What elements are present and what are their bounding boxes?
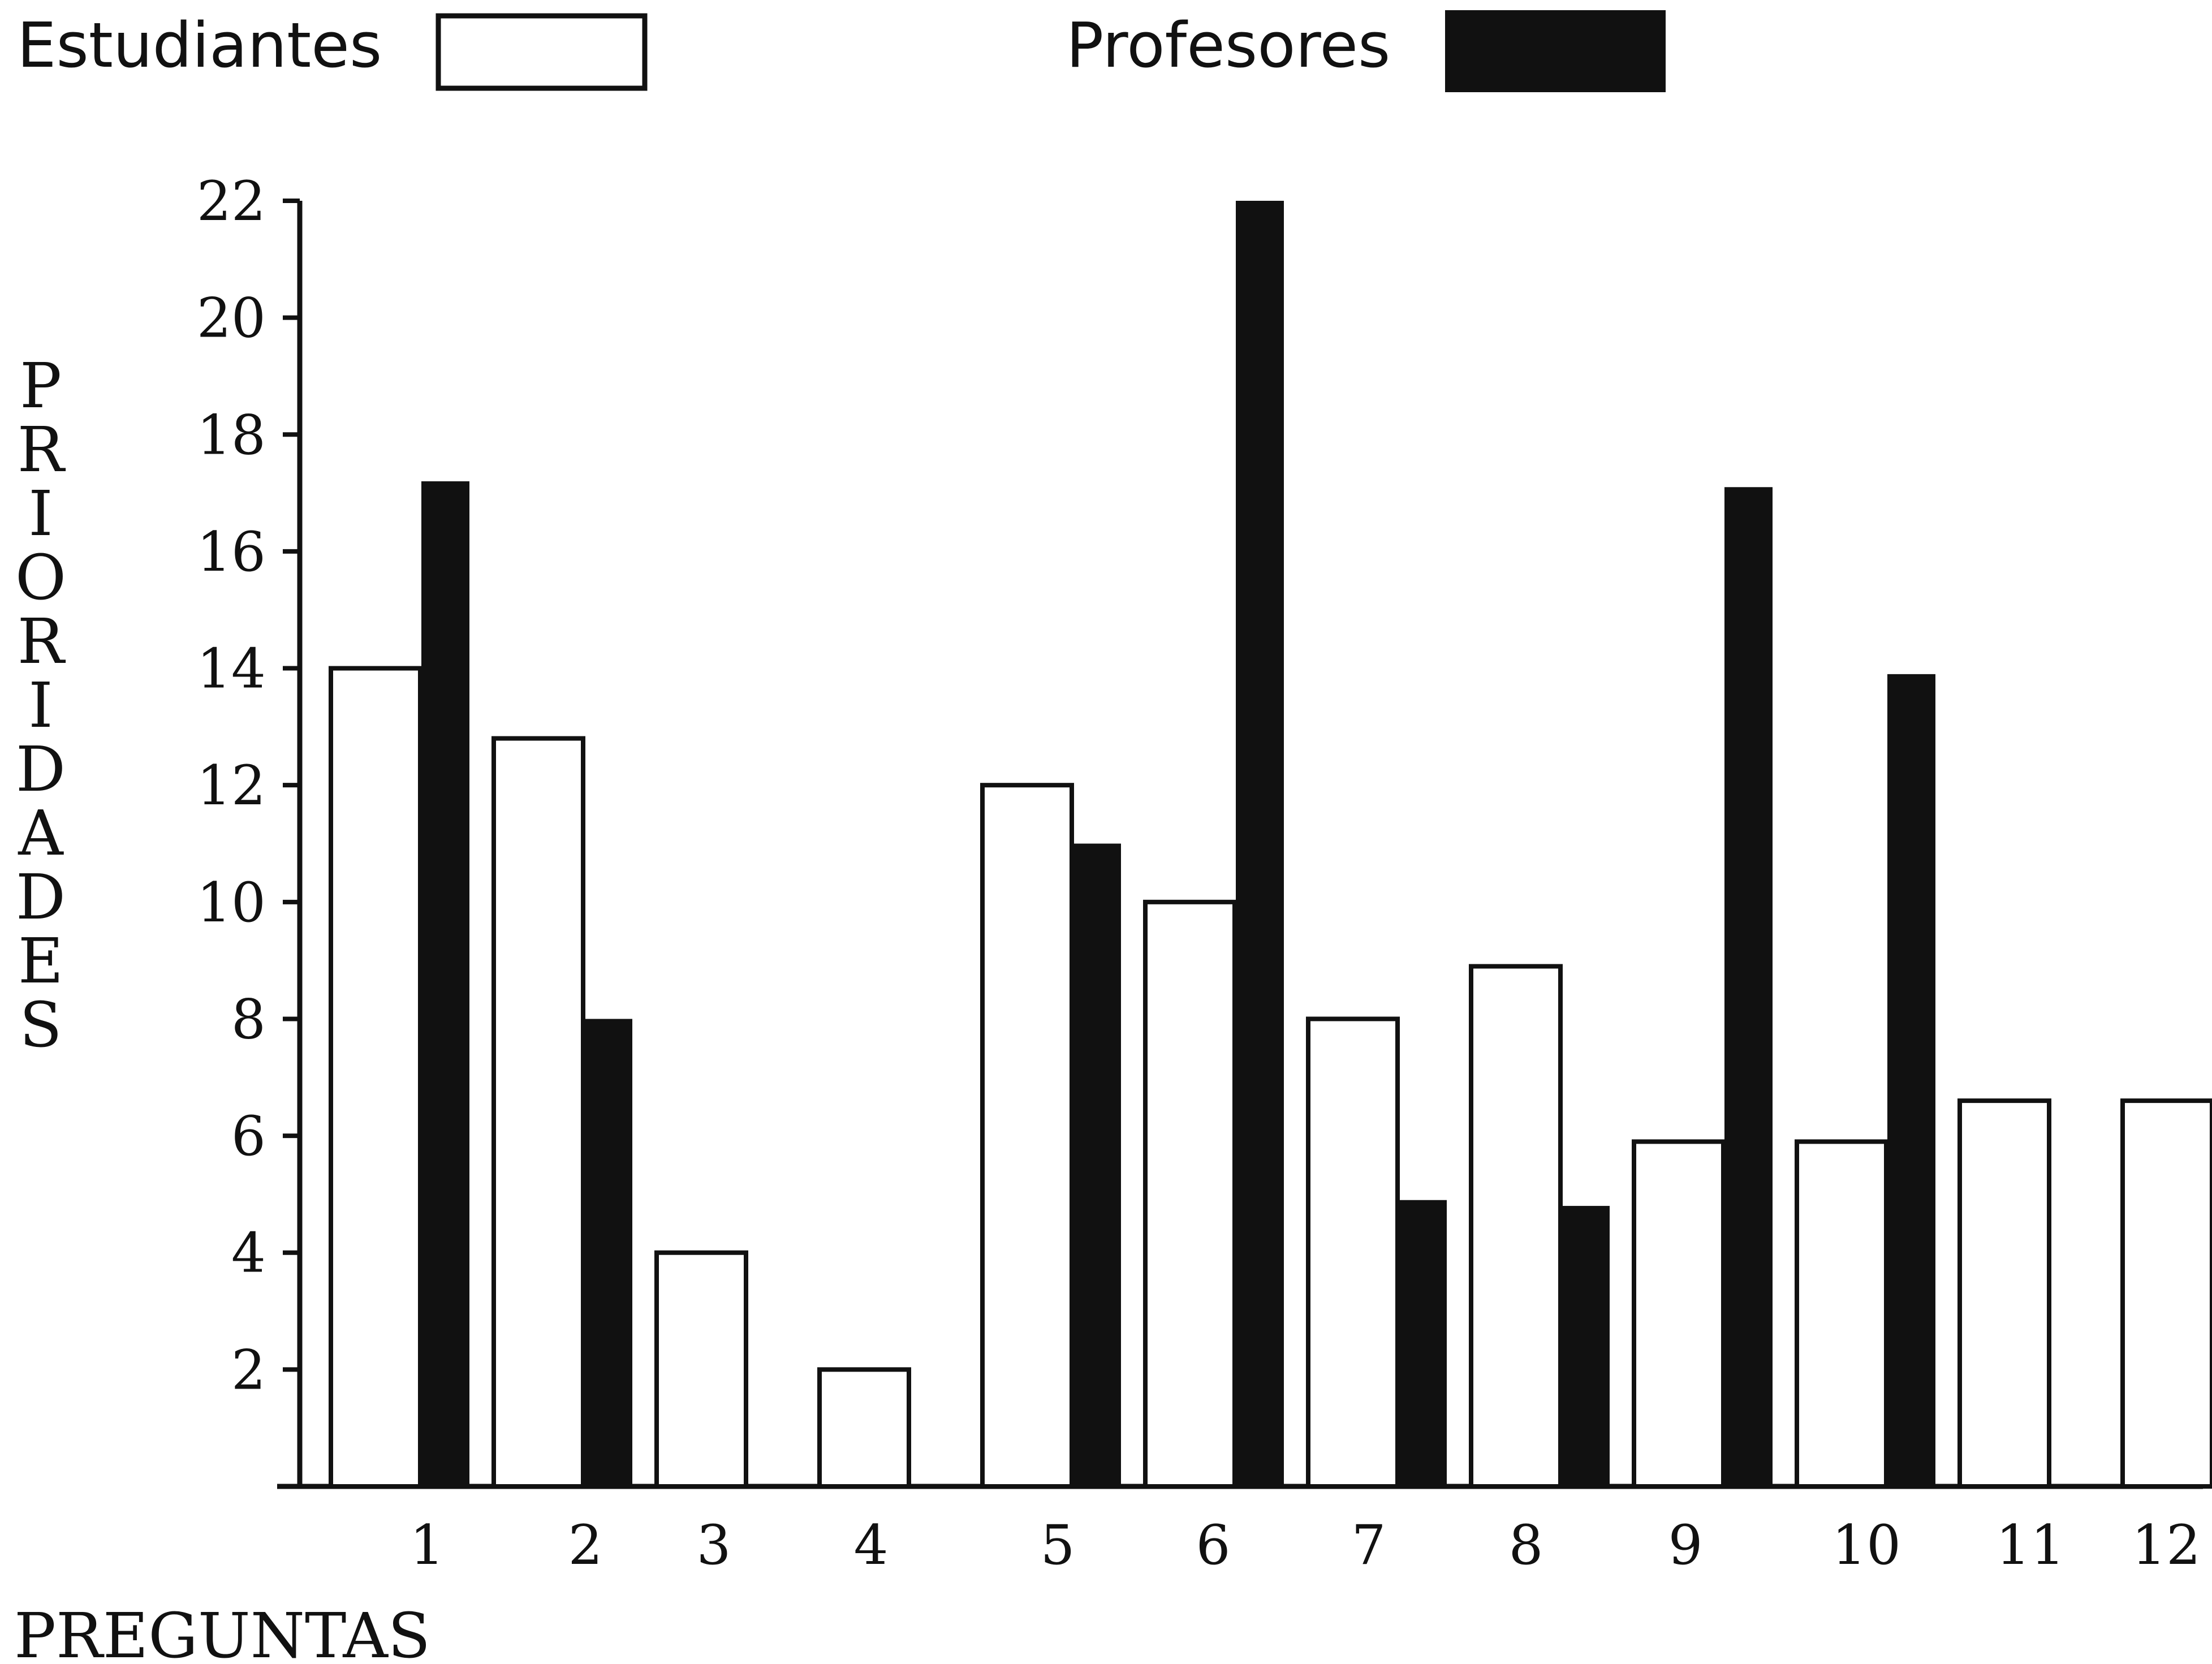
y-axis-label-letter: D <box>16 861 66 933</box>
x-axis-label: PREGUNTAS <box>14 1600 430 1664</box>
bar-estudiantes <box>2120 1098 2212 1489</box>
y-tick-label: 2 <box>231 1338 266 1402</box>
y-tick-label: 12 <box>197 754 266 817</box>
x-tick-label: 9 <box>1668 1514 1702 1577</box>
bar-profesores <box>584 1019 632 1486</box>
x-tick-label: 3 <box>696 1514 731 1577</box>
y-axis-label-letter: I <box>28 477 53 550</box>
y-axis-label-letter: R <box>18 413 66 486</box>
y-tick-label: 14 <box>197 637 266 701</box>
bar-estudiantes <box>1469 964 1563 1489</box>
legend-swatch-estudiantes <box>435 13 648 91</box>
x-tick-label: 5 <box>1040 1514 1075 1577</box>
bar-estudiantes <box>654 1250 748 1489</box>
x-tick-label: 6 <box>1196 1514 1230 1577</box>
bar-profesores <box>1073 843 1121 1486</box>
y-tick-label: 20 <box>197 287 266 350</box>
y-tick-label: 22 <box>197 170 266 233</box>
bar-estudiantes <box>1795 1139 1888 1489</box>
y-axis-label-letter: I <box>28 669 53 742</box>
x-tick-label: 2 <box>568 1514 602 1577</box>
bar-estudiantes <box>1143 899 1237 1489</box>
bar-profesores <box>1562 1206 1610 1486</box>
x-tick-label: 11 <box>1996 1514 2065 1577</box>
y-axis-ticks: 2 4 6 8 10 12 14 16 18 20 22 <box>197 170 300 1402</box>
x-tick-label: 1 <box>409 1514 444 1577</box>
y-tick-label: 10 <box>197 871 266 934</box>
bar-estudiantes <box>1306 1016 1400 1489</box>
bar-profesores <box>421 481 469 1486</box>
bar-profesores <box>1724 487 1773 1487</box>
x-tick-label: 10 <box>1832 1514 1901 1577</box>
x-tick-label: 4 <box>853 1514 888 1577</box>
y-axis-label-letter: S <box>19 989 62 1061</box>
legend: Estudiantes Profesores <box>17 9 1666 92</box>
x-axis-ticks: 1 2 3 4 5 6 7 8 9 10 11 12 <box>409 1514 2201 1577</box>
y-axis-label-letter: A <box>18 797 64 869</box>
legend-swatch-profesores <box>1445 10 1666 92</box>
x-tick-label: 8 <box>1508 1514 1543 1577</box>
bar-estudiantes <box>1632 1139 1726 1489</box>
bar-estudiantes <box>491 736 585 1489</box>
y-tick-label: 4 <box>231 1222 266 1285</box>
bars <box>329 201 2212 1489</box>
y-axis-label-letter: E <box>18 925 63 997</box>
y-axis-label-letter: D <box>16 733 66 805</box>
bar-estudiantes <box>817 1367 911 1489</box>
y-axis-label-letter: O <box>15 541 66 614</box>
bar-estudiantes <box>329 666 422 1489</box>
bar-estudiantes <box>1957 1098 2051 1489</box>
y-axis-label-letter: R <box>18 605 66 678</box>
y-axis-label-letter: P <box>20 350 62 422</box>
bar-profesores <box>1887 674 1935 1486</box>
bar-profesores <box>1236 201 1284 1486</box>
y-tick-label: 16 <box>197 520 266 584</box>
x-tick-label: 7 <box>1351 1514 1386 1577</box>
y-tick-label: 6 <box>231 1105 266 1168</box>
x-tick-label: 12 <box>2132 1514 2201 1577</box>
y-tick-label: 8 <box>231 988 266 1051</box>
legend-label-estudiantes: Estudiantes <box>17 9 382 81</box>
legend-label-profesores: Profesores <box>1066 9 1390 81</box>
bar-estudiantes <box>980 783 1074 1489</box>
y-tick-label: 18 <box>197 403 266 467</box>
bar-profesores <box>1399 1200 1447 1486</box>
